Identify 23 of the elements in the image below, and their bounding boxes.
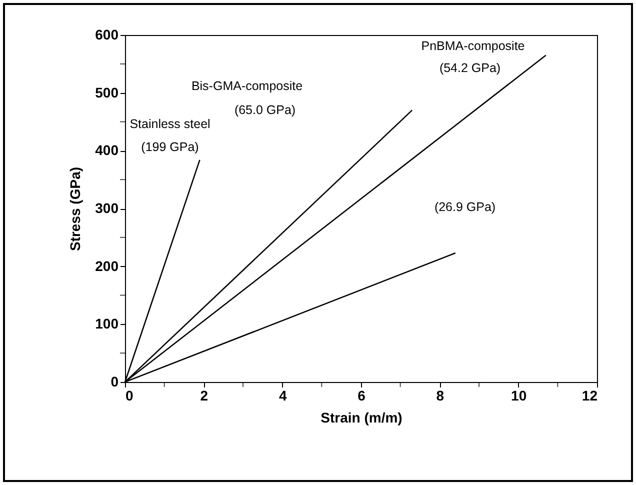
x-tick-label: 2	[200, 388, 208, 404]
x-tick-label: 8	[436, 388, 444, 404]
y-tick-label: 300	[95, 200, 119, 216]
annotation: Bis-GMA-composite	[191, 79, 303, 93]
y-tick-label: 0	[110, 374, 119, 390]
y-tick-label: 500	[95, 84, 119, 100]
x-tick-label: 6	[358, 388, 366, 404]
annotation: (199 GPa)	[141, 140, 199, 154]
x-tick-label: 10	[511, 388, 527, 404]
annotation: Stainless steel	[130, 117, 210, 131]
y-tick-label: 100	[95, 316, 119, 332]
annotation: (65.0 GPa)	[234, 103, 296, 117]
x-axis-title: Strain (m/m)	[320, 410, 402, 426]
x-tick-label: 12	[582, 388, 598, 404]
y-tick-label: 200	[95, 258, 119, 274]
x-tick-label: 4	[278, 388, 287, 404]
annotation: PnBMA-composite	[421, 39, 525, 53]
annotation: (26.9 GPa)	[434, 200, 496, 214]
x-tick-label: 0	[126, 388, 134, 404]
annotation: (54.2 GPa)	[439, 61, 501, 75]
y-axis-title: Stress (GPa)	[67, 166, 84, 252]
y-tick-label: 600	[95, 26, 119, 42]
y-tick-label: 400	[95, 142, 119, 158]
